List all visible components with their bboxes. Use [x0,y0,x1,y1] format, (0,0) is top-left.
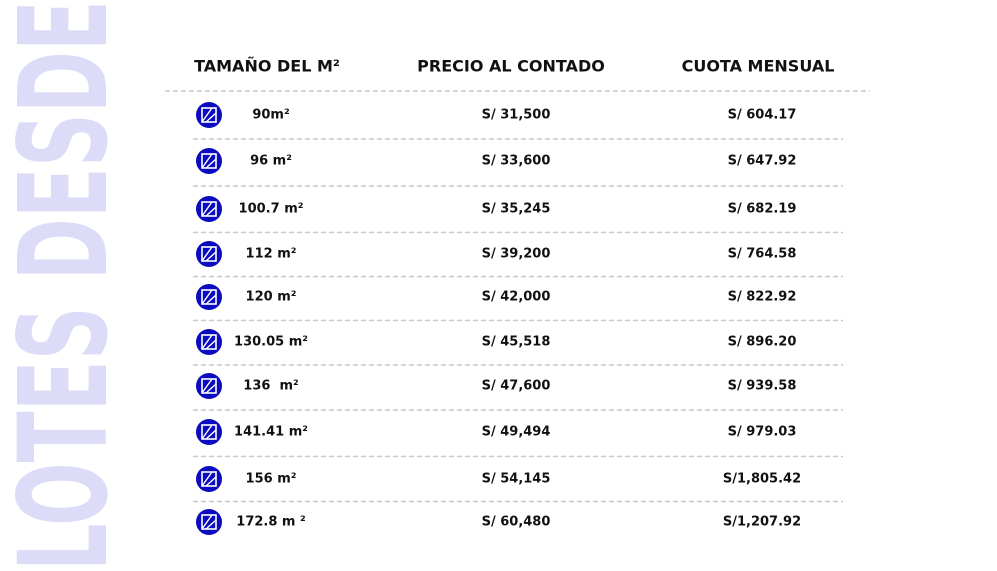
icon-square [201,153,217,169]
cell: S/ 42,000 [482,290,551,305]
row-icon [196,373,222,399]
icon-circle [196,284,222,310]
cell: 130.05 m² [234,335,308,350]
cell: 120 m² [246,290,297,305]
cell: S/ 31,500 [482,108,551,123]
cell: S/ 60,480 [482,515,551,530]
cell: S/ 604.17 [728,108,797,123]
icon-circle [196,373,222,399]
cell: S/ 33,600 [482,154,551,169]
cell: 141.41 m² [234,425,308,440]
cell: S/ 682.19 [728,202,797,217]
cell: S/ 822.92 [728,290,797,305]
row-icon [196,102,222,128]
row-icon [196,148,222,174]
icon-square [201,334,217,350]
cell: 172.8 m ² [236,515,305,530]
cell: S/ 39,200 [482,247,551,262]
icon-fold [201,514,217,530]
cell: 156 m² [246,472,297,487]
icon-square [201,107,217,123]
icon-circle [196,329,222,355]
cell: 112 m² [246,247,297,262]
icon-circle [196,466,222,492]
icon-fold [201,424,217,440]
icon-square [201,289,217,305]
icon-fold [201,153,217,169]
icon-square [201,201,217,217]
row-icon [196,466,222,492]
icon-fold [201,246,217,262]
cell: S/ 647.92 [728,154,797,169]
row-icon [196,329,222,355]
cell: S/ 49,494 [482,425,551,440]
row-icon [196,196,222,222]
cell: S/1,805.42 [723,472,801,487]
icon-circle [196,241,222,267]
cell: S/ 939.58 [728,379,797,394]
cell: S/ 896.20 [728,335,797,350]
row-icon [196,509,222,535]
icon-square [201,471,217,487]
cell: 96 m² [250,154,292,169]
icon-square [201,424,217,440]
icon-fold [201,201,217,217]
side-title: LOTES DESDE [0,0,135,571]
cell: 90m² [252,108,289,123]
cell: S/ 764.58 [728,247,797,262]
cell: S/ 979.03 [728,425,797,440]
column-header: CUOTA MENSUAL [682,57,835,76]
icon-fold [201,334,217,350]
icon-circle [196,419,222,445]
cell: S/ 54,145 [482,472,551,487]
cell: 136 m² [243,379,298,394]
table: TAMAÑO DEL M² PRECIO AL CONTADO CUOTA MENS… [193,57,843,535]
row-icon [196,241,222,267]
column-header: TAMAÑO DEL M² [194,57,340,76]
icon-square [201,514,217,530]
icon-circle [196,148,222,174]
icon-circle [196,102,222,128]
column-header: PRECIO AL CONTADO [417,57,605,76]
row-icon [196,419,222,445]
cell: S/ 47,600 [482,379,551,394]
icon-circle [196,509,222,535]
icon-circle [196,196,222,222]
cell: S/1,207.92 [723,515,801,530]
cell: 100.7 m² [239,202,304,217]
icon-square [201,246,217,262]
icon-fold [201,289,217,305]
cell: S/ 35,245 [482,202,551,217]
icon-square [201,378,217,394]
row-icon [196,284,222,310]
icon-fold [201,471,217,487]
cell: S/ 45,518 [482,335,551,350]
icon-fold [201,378,217,394]
icon-fold [201,107,217,123]
